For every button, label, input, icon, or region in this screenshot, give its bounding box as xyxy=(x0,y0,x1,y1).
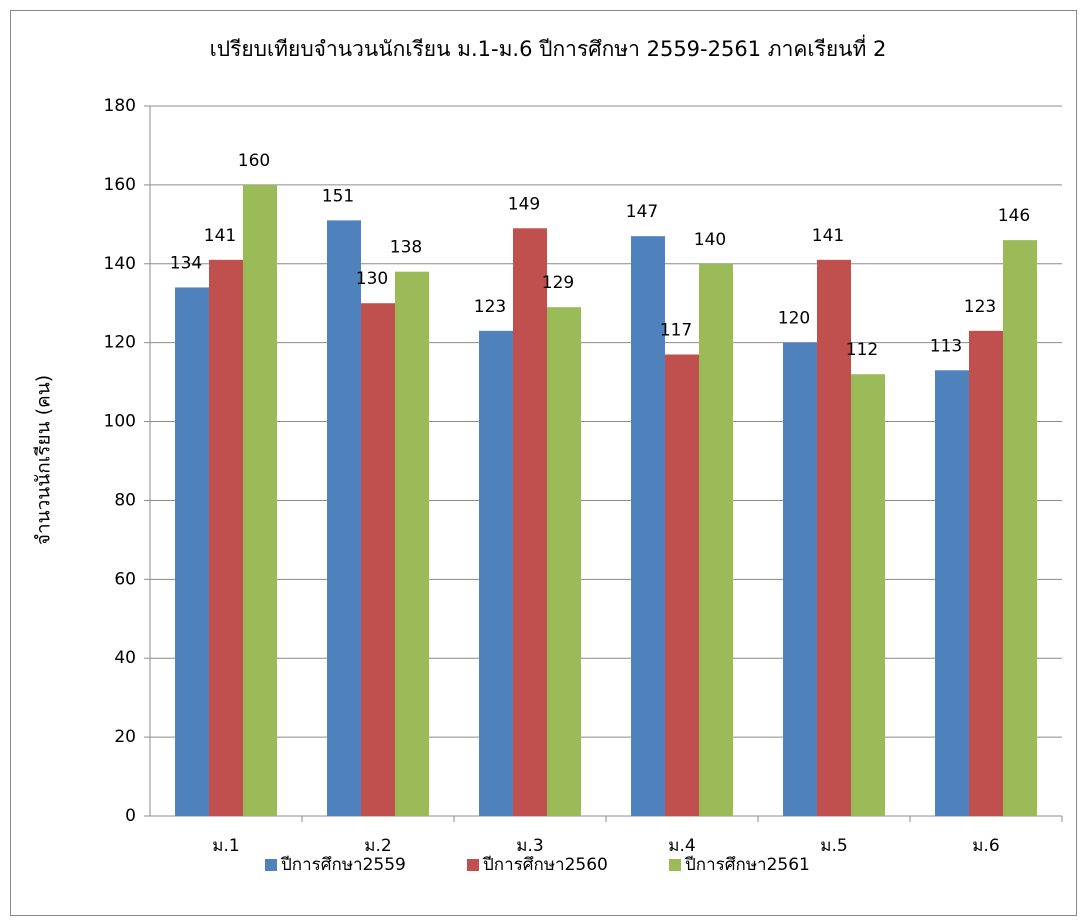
chart-title: เปรียบเทียบจำนวนนักเรียน ม.1-ม.6 ปีการศึ… xyxy=(210,34,887,61)
bar xyxy=(699,263,733,816)
bar xyxy=(361,303,395,816)
data-label: 120 xyxy=(778,309,810,329)
legend-swatch xyxy=(467,859,479,871)
bar xyxy=(209,259,243,816)
bar xyxy=(547,307,581,816)
y-tick-label: 60 xyxy=(114,569,136,589)
x-tick-label: ม.1 xyxy=(212,836,239,856)
y-axis-label: จำนวนนักเรียน (คน) xyxy=(33,375,55,545)
legend-label: ปีการศึกษา2559 xyxy=(280,855,406,875)
bar xyxy=(1003,240,1037,817)
bar xyxy=(817,259,851,816)
y-tick-label: 20 xyxy=(114,727,136,747)
data-label: 129 xyxy=(542,273,574,293)
data-label: 141 xyxy=(204,226,236,246)
x-tick-label: ม.6 xyxy=(972,836,999,856)
x-tick-label: ม.2 xyxy=(364,836,391,856)
data-label: 151 xyxy=(322,186,354,206)
data-label: 123 xyxy=(474,297,506,317)
bar xyxy=(175,287,209,816)
bar xyxy=(395,271,429,817)
bar xyxy=(783,342,817,816)
bar xyxy=(327,220,361,816)
bar xyxy=(513,228,547,816)
bar xyxy=(243,184,277,816)
data-label: 130 xyxy=(356,269,388,289)
y-tick-label: 180 xyxy=(104,96,136,116)
data-label: 160 xyxy=(238,151,270,171)
legend-label: ปีการศึกษา2561 xyxy=(684,855,810,875)
data-label: 147 xyxy=(626,202,658,222)
legend-label: ปีการศึกษา2560 xyxy=(482,855,608,875)
bar xyxy=(851,374,885,816)
data-label: 140 xyxy=(694,230,726,250)
data-label: 146 xyxy=(998,206,1030,226)
data-label: 113 xyxy=(930,336,962,356)
x-tick-label: ม.3 xyxy=(516,836,543,856)
data-label: 141 xyxy=(812,226,844,246)
y-tick-label: 40 xyxy=(114,648,136,668)
bar xyxy=(479,330,513,816)
legend-swatch xyxy=(669,859,681,871)
bar xyxy=(935,370,969,816)
x-tick-label: ม.4 xyxy=(668,836,695,856)
data-label: 138 xyxy=(390,238,422,258)
data-label: 134 xyxy=(170,253,202,273)
x-tick-label: ม.5 xyxy=(820,836,847,856)
y-tick-label: 160 xyxy=(104,175,136,195)
data-label: 149 xyxy=(508,194,540,214)
data-label: 112 xyxy=(846,340,878,360)
y-tick-label: 120 xyxy=(104,333,136,353)
bar xyxy=(969,330,1003,816)
bar xyxy=(665,354,699,816)
y-tick-label: 0 xyxy=(125,806,136,826)
y-tick-label: 100 xyxy=(104,412,136,432)
data-label: 117 xyxy=(660,321,692,341)
bar xyxy=(631,236,665,816)
legend-swatch xyxy=(265,859,277,871)
y-tick-label: 140 xyxy=(104,254,136,274)
data-label: 123 xyxy=(964,297,996,317)
y-tick-label: 80 xyxy=(114,490,136,510)
